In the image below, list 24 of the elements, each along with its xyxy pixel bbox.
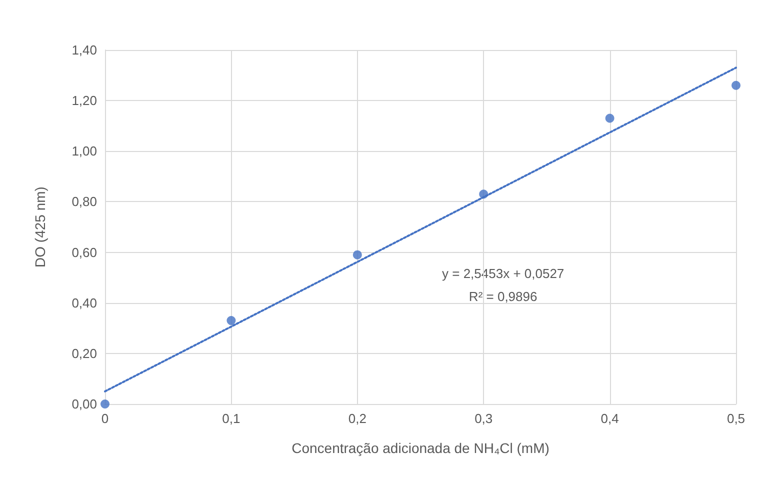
point <box>605 114 614 123</box>
point <box>479 190 488 199</box>
x-axis-title: Concentração adicionada de NH₄Cl (mM) <box>292 440 550 456</box>
x-tick-label: 0,3 <box>474 411 493 426</box>
y-tick-label: 0,60 <box>72 244 97 260</box>
x-tick-label: 0,4 <box>600 411 619 426</box>
y-tick-label: 1,40 <box>72 42 97 58</box>
y-tick-label: 0,20 <box>72 346 97 361</box>
point <box>226 316 236 326</box>
x-tick-label: 0,5 <box>726 411 746 426</box>
annotation: R² = 0,9896 <box>468 289 538 304</box>
point <box>100 400 110 408</box>
point <box>352 250 362 260</box>
point <box>732 80 740 90</box>
y-tick-label: 1,00 <box>72 144 97 159</box>
y-tick-label: 1,20 <box>72 93 97 108</box>
x-tick-label: 0 <box>101 411 109 426</box>
y-tick-label: 0,40 <box>72 295 97 310</box>
y-tick-label: 0,80 <box>72 194 97 210</box>
x-tick-label: 0,1 <box>222 411 240 426</box>
y-axis-title: DO (425 nm) <box>32 186 48 268</box>
annotation: y = 2,5453x + 0,0527 <box>442 266 564 281</box>
x-tick-label: 0,2 <box>348 411 366 426</box>
y-tick-label: 0,00 <box>72 396 97 412</box>
